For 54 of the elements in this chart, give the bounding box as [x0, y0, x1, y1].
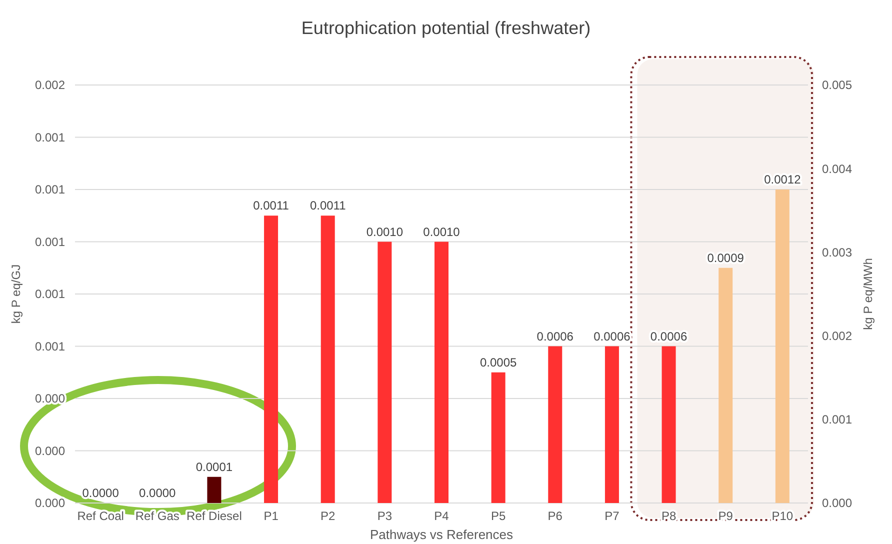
y-tick-label: 0.001: [34, 287, 66, 302]
x-tick-label: P10: [772, 509, 794, 523]
y2-tick-label: 0.002: [822, 329, 852, 343]
y-tick-label: 0.001: [34, 339, 66, 354]
y2-tick-label: 0.001: [822, 412, 852, 427]
x-tick-label: P4: [434, 509, 450, 523]
data-label: 0.0000: [139, 486, 176, 500]
x-tick-label: P5: [490, 509, 506, 523]
x-tick-label: P9: [718, 509, 734, 523]
chart-title: Eutrophication potential (freshwater): [301, 18, 591, 38]
y2-tick-label: 0.000: [822, 496, 852, 510]
y2-tick-label: 0.005: [822, 78, 852, 92]
bar: [320, 216, 335, 503]
x-tick-label: Ref Diesel: [186, 509, 242, 523]
data-label: 0.0005: [480, 355, 517, 370]
y-tick-label: 0.001: [34, 182, 66, 197]
data-label: 0.0011: [310, 198, 346, 213]
x-tick-label: P2: [320, 509, 336, 523]
y-tick-label: 0.001: [34, 130, 66, 144]
bar: [548, 346, 562, 503]
data-label: 0.0009: [707, 250, 744, 265]
bar: [264, 216, 278, 503]
x-tick-label: P7: [604, 509, 620, 523]
y-axis-title: kg P eq/GJ: [9, 264, 23, 324]
x-tick-label: P3: [377, 509, 392, 523]
x-axis-title: Pathways vs References: [370, 527, 514, 542]
bar: [662, 346, 676, 503]
y2-tick-label: 0.003: [822, 245, 852, 260]
x-tick-label: P1: [264, 509, 279, 523]
bar: [378, 242, 392, 503]
data-label: 0.0006: [536, 329, 574, 344]
x-tick-label: P8: [661, 509, 676, 523]
y-tick-label: 0.000: [34, 444, 66, 458]
data-label: 0.0010: [366, 224, 404, 239]
data-label: 0.0006: [650, 329, 688, 344]
y-tick-label: 0.002: [34, 78, 66, 92]
data-label: 0.0012: [764, 172, 802, 186]
bar: [718, 268, 733, 503]
data-label: 0.0001: [196, 460, 233, 474]
y2-axis-title: kg P eq/MWh: [861, 258, 875, 330]
data-label: 0.0000: [82, 486, 120, 500]
bar: [775, 190, 790, 503]
x-tick-label: Ref Coal: [77, 509, 124, 523]
x-tick-label: P6: [548, 509, 563, 523]
data-label: 0.0011: [253, 198, 290, 213]
data-label: 0.0010: [423, 224, 460, 239]
y2-tick-label: 0.004: [822, 162, 852, 176]
bar: [207, 476, 222, 503]
bar: [434, 242, 448, 503]
y-tick-label: 0.000: [34, 496, 66, 510]
data-label: 0.0006: [594, 329, 631, 344]
y-tick-label: 0.001: [34, 234, 66, 249]
bar: [491, 372, 506, 503]
bar: [604, 346, 619, 503]
